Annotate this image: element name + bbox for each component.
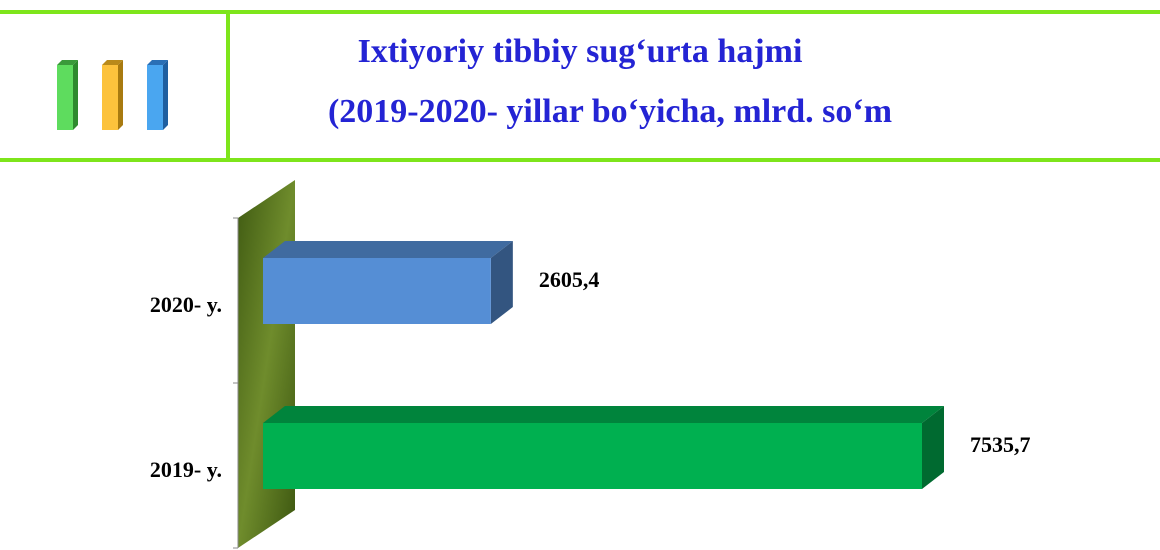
y-tick-label: 2019- y.	[150, 457, 222, 482]
chart-title: (2019-2020- yillar bo‘yicha, mlrd. so‘m	[328, 93, 892, 130]
bar-side	[922, 406, 944, 489]
chart-title: Ixtiyoriy tibbiy sug‘urta hajmi	[358, 33, 803, 70]
value-label: 7535,7	[970, 432, 1031, 457]
value-label: 2605,4	[539, 267, 600, 292]
icon	[57, 60, 168, 130]
y-tick-label: 2020- y.	[150, 292, 222, 317]
bar	[263, 423, 922, 489]
bar-top	[263, 406, 944, 423]
bar	[263, 258, 491, 324]
bar-top	[263, 241, 513, 258]
chart-wall	[238, 180, 295, 548]
bar-side	[490, 241, 513, 324]
